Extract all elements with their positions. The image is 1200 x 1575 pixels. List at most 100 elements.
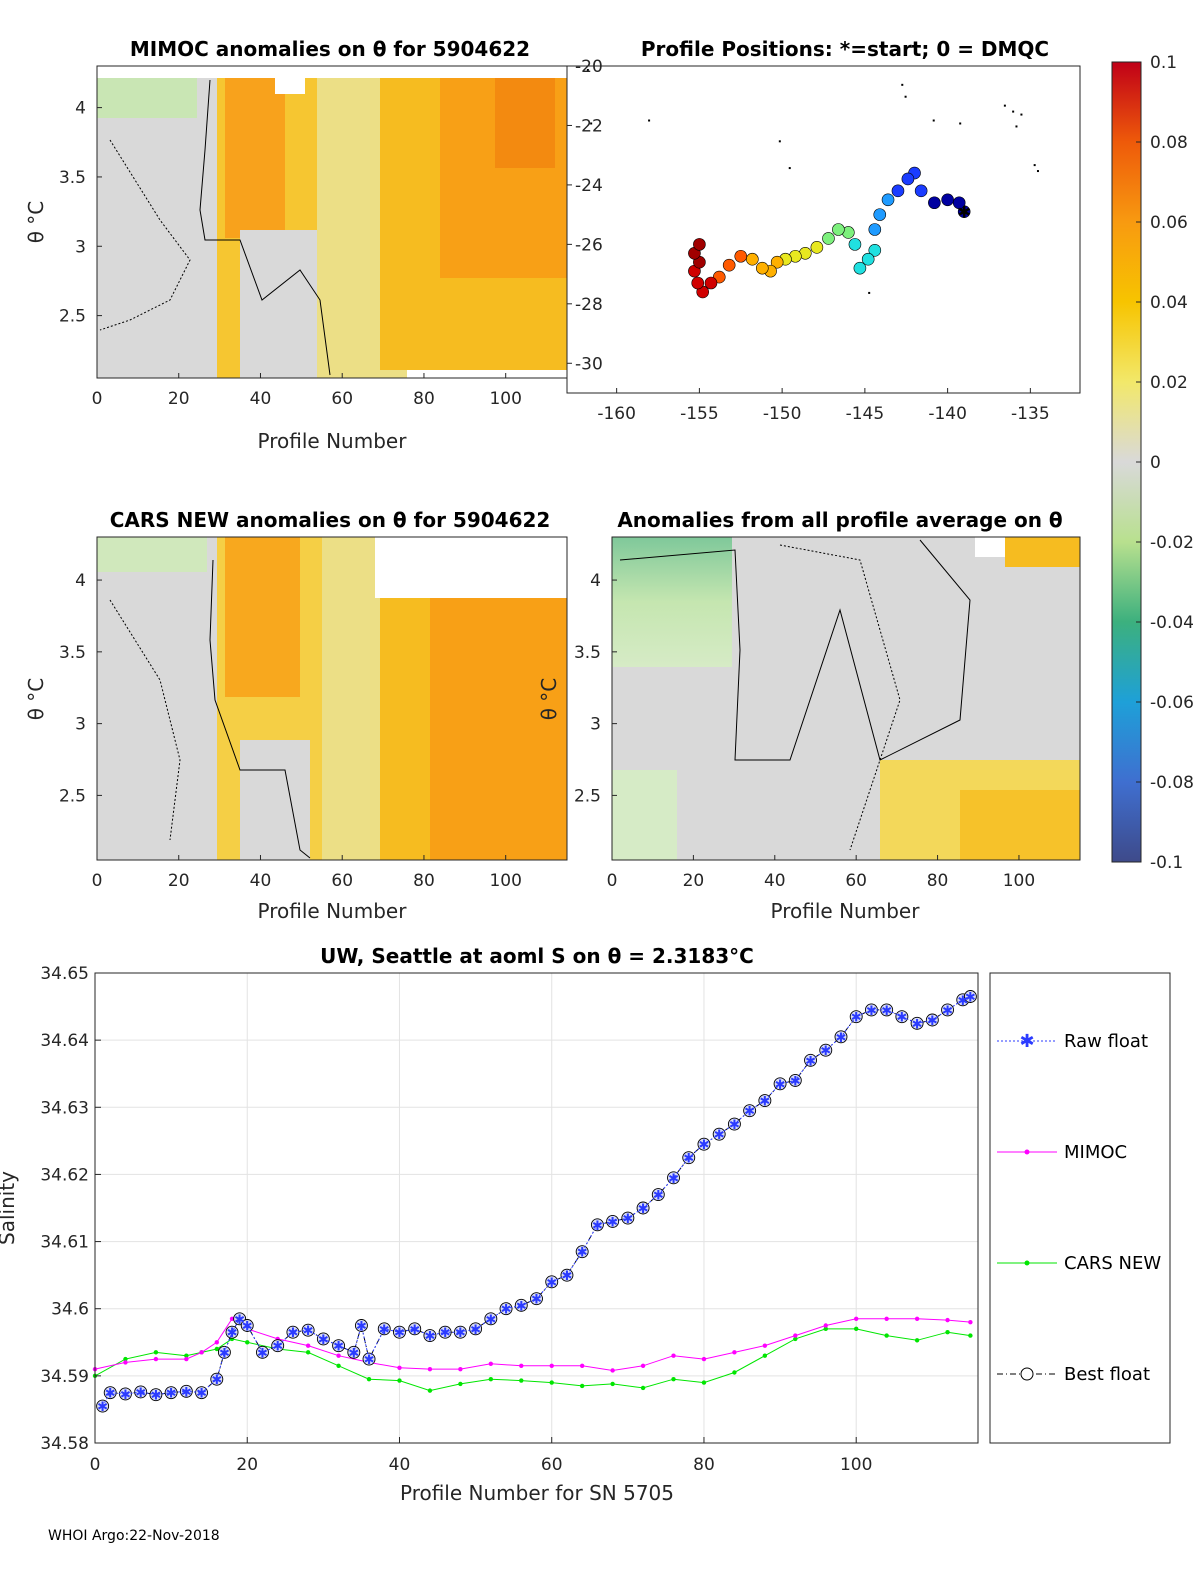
point-raw-float: ✱ xyxy=(714,1128,725,1143)
point-raw-float: ✱ xyxy=(242,1320,253,1335)
x-tick-label: -155 xyxy=(680,404,719,424)
point-raw-float: ✱ xyxy=(607,1215,618,1230)
profile-position-point xyxy=(928,196,941,210)
colorbar-tick-label: 0.08 xyxy=(1150,133,1188,153)
point-best-float xyxy=(849,1010,863,1024)
y-tick-label: 34.6 xyxy=(51,1300,89,1320)
start-asterisk-icon: ✱ xyxy=(957,203,970,222)
point-mimoc xyxy=(214,1340,219,1345)
point-raw-float: ✱ xyxy=(592,1219,603,1234)
point-mimoc xyxy=(519,1363,524,1368)
point-cars-new xyxy=(671,1377,676,1382)
allprofile-band-gold xyxy=(960,790,1080,860)
island-mark xyxy=(1012,110,1015,113)
island-mark xyxy=(1020,113,1023,116)
point-best-float xyxy=(636,1201,650,1215)
cars-band-orange-a xyxy=(225,537,300,697)
point-raw-float: ✱ xyxy=(257,1346,268,1361)
island-mark xyxy=(590,122,593,125)
point-mimoc xyxy=(305,1343,311,1348)
island-mark xyxy=(901,83,904,86)
point-best-float xyxy=(271,1339,285,1353)
dot-marker-icon xyxy=(1024,1149,1030,1155)
mimoc-title: MIMOC anomalies on θ for 5904622 xyxy=(130,37,530,61)
point-raw-float: ✱ xyxy=(942,1004,953,1019)
y-tick-label: 3 xyxy=(590,715,601,735)
point-mimoc xyxy=(458,1366,463,1372)
legend-item-raw: ✱ Raw float xyxy=(997,1031,1148,1052)
point-cars-new xyxy=(245,1340,250,1345)
x-tick-label: -135 xyxy=(1011,404,1050,424)
point-raw-float: ✱ xyxy=(364,1353,375,1368)
point-mimoc xyxy=(671,1353,676,1358)
y-tick-label: 34.63 xyxy=(40,1098,89,1118)
profile-position-point xyxy=(704,276,718,290)
point-cars-new xyxy=(701,1380,707,1385)
y-tick-label: -28 xyxy=(575,295,603,315)
profile-position-point xyxy=(901,172,915,186)
point-cars-new xyxy=(945,1330,950,1335)
allprofile-xlabel: Profile Number xyxy=(771,899,921,923)
legend-box xyxy=(989,972,1171,1444)
x-tick-label: 100 xyxy=(489,871,521,891)
x-tick-label: 40 xyxy=(389,1455,411,1475)
point-best-float xyxy=(575,1245,589,1259)
point-best-float xyxy=(545,1275,559,1289)
point-mimoc xyxy=(397,1365,402,1371)
x-tick-label: 20 xyxy=(168,871,190,891)
y-tick-label: 4 xyxy=(75,571,86,591)
allprofile-band-topright xyxy=(1005,537,1080,567)
point-cars-new xyxy=(884,1333,889,1338)
point-mimoc xyxy=(549,1363,554,1368)
legend-label-raw: Raw float xyxy=(1064,1031,1148,1052)
point-mimoc xyxy=(153,1356,159,1362)
colorbar-tick-label: 0.04 xyxy=(1150,293,1188,313)
profile-position-point xyxy=(832,223,845,236)
x-tick-label: 100 xyxy=(840,1455,872,1475)
salinity-title: UW, Seattle at aoml S on θ = 2.3183°C xyxy=(320,944,754,968)
salinity-ylabel: Salinity xyxy=(0,1171,19,1245)
y-tick-label: 2.5 xyxy=(574,786,601,806)
colorbar-tick-label: 0.06 xyxy=(1150,213,1188,233)
point-raw-float: ✱ xyxy=(775,1078,786,1093)
colorbar-tick-label: -0.04 xyxy=(1150,613,1194,633)
x-tick-label: 40 xyxy=(250,871,272,891)
point-mimoc xyxy=(762,1343,768,1348)
y-tick-label: -20 xyxy=(575,57,603,77)
island-mark xyxy=(959,122,962,125)
point-mimoc xyxy=(793,1333,798,1338)
point-cars-new xyxy=(214,1346,219,1352)
x-tick-label: 60 xyxy=(331,871,353,891)
y-tick-label: 3.5 xyxy=(59,168,86,188)
y-tick-label: -26 xyxy=(575,235,603,255)
point-best-float xyxy=(499,1302,513,1316)
point-mimoc xyxy=(945,1317,950,1323)
point-best-float xyxy=(758,1094,772,1108)
x-tick-label: 80 xyxy=(693,1455,715,1475)
point-raw-float: ✱ xyxy=(561,1269,572,1284)
point-cars-new xyxy=(793,1336,798,1342)
point-raw-float: ✱ xyxy=(348,1346,359,1361)
x-tick-label: 100 xyxy=(1003,871,1035,891)
island-mark xyxy=(932,119,935,122)
x-tick-label: 20 xyxy=(683,871,705,891)
point-cars-new xyxy=(549,1380,554,1385)
legend-label-cars: CARS NEW xyxy=(1064,1253,1161,1274)
point-raw-float: ✱ xyxy=(957,994,968,1009)
x-tick-label: 0 xyxy=(607,871,618,891)
x-tick-label: -160 xyxy=(597,404,636,424)
point-best-float xyxy=(134,1385,148,1399)
x-tick-label: 40 xyxy=(250,389,272,409)
x-tick-label: 0 xyxy=(92,871,103,891)
x-tick-label: 0 xyxy=(90,1455,101,1475)
point-raw-float: ✱ xyxy=(638,1202,649,1217)
point-raw-float: ✱ xyxy=(836,1031,847,1046)
point-raw-float: ✱ xyxy=(805,1054,816,1069)
profile-position-point xyxy=(848,238,862,251)
point-raw-float: ✱ xyxy=(318,1333,329,1348)
x-tick-label: 60 xyxy=(331,389,353,409)
y-tick-label: 34.62 xyxy=(40,1165,89,1185)
point-best-float xyxy=(316,1332,330,1346)
point-raw-float: ✱ xyxy=(546,1276,557,1291)
point-cars-new xyxy=(914,1338,920,1343)
